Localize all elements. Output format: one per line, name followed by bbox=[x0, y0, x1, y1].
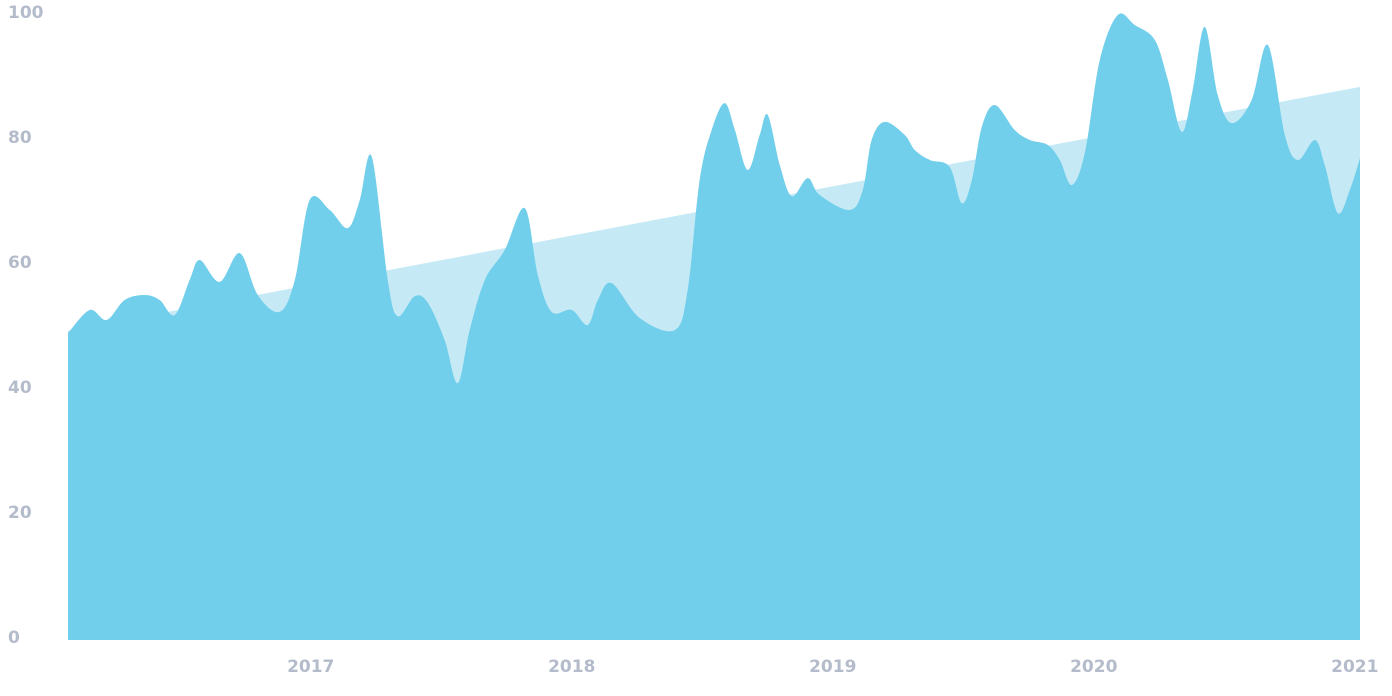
y-tick-label: 40 bbox=[8, 378, 32, 398]
x-tick-label: 2020 bbox=[1070, 657, 1117, 677]
y-tick-label: 0 bbox=[8, 628, 20, 648]
y-tick-label: 60 bbox=[8, 253, 32, 273]
y-tick-label: 80 bbox=[8, 128, 32, 148]
x-tick-label: 2017 bbox=[287, 657, 334, 677]
y-tick-label: 100 bbox=[8, 3, 44, 23]
y-tick-label: 20 bbox=[8, 503, 32, 523]
x-tick-label: 2019 bbox=[809, 657, 856, 677]
area bbox=[68, 13, 1360, 641]
x-tick-label: 2021 bbox=[1331, 657, 1378, 677]
x-tick-label: 2018 bbox=[548, 657, 595, 677]
